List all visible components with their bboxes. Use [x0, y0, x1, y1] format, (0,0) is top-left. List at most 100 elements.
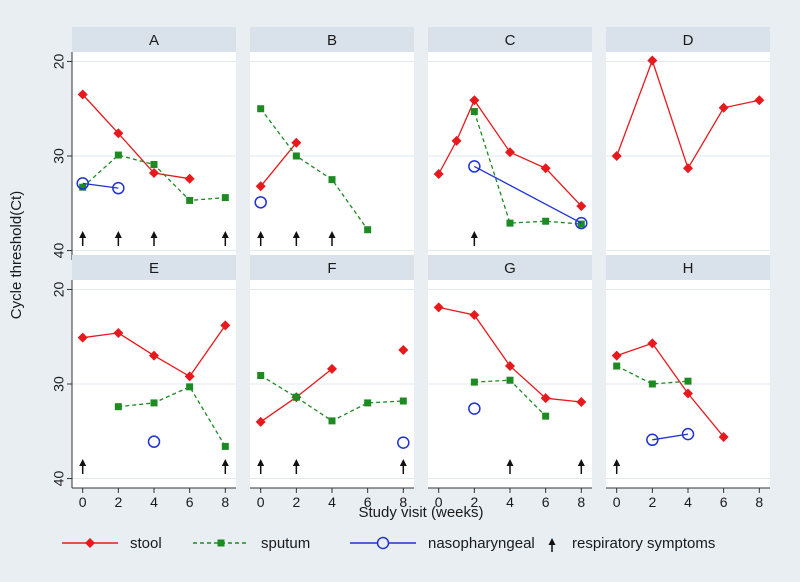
y-tick-label: 40	[51, 471, 67, 487]
respiratory-arrow-head	[577, 459, 585, 466]
legend-marker-stool	[85, 538, 95, 548]
legend-label: nasopharyngeal	[428, 535, 535, 552]
legend-symbol-resp	[548, 538, 556, 545]
data-point-stool	[611, 350, 622, 361]
y-tick-label: 20	[51, 53, 67, 69]
data-point-stool	[77, 89, 88, 100]
legend-marker-naso	[376, 536, 390, 550]
x-tick-label: 6	[720, 494, 728, 510]
panel-title: H	[683, 260, 694, 277]
panel-title: F	[327, 260, 336, 277]
data-point-sputum	[399, 397, 407, 405]
data-point-sputum	[328, 176, 336, 184]
x-tick-label: 8	[755, 494, 763, 510]
respiratory-arrow-head	[292, 231, 300, 238]
data-point-stool	[718, 431, 729, 442]
data-point-sputum	[613, 362, 621, 370]
data-point-sputum	[292, 393, 300, 401]
respiratory-arrow-head	[114, 231, 122, 238]
data-point-stool	[647, 338, 658, 349]
data-point-stool	[433, 168, 444, 179]
data-point-naso	[76, 177, 89, 190]
y-tick-label: 40	[51, 243, 67, 259]
data-point-sputum	[221, 194, 229, 202]
series-line-sputum	[118, 385, 226, 447]
respiratory-arrow-head	[613, 459, 621, 466]
x-tick-label: 0	[435, 494, 443, 510]
data-point-naso	[112, 181, 125, 195]
data-point-stool	[451, 135, 462, 146]
respiratory-arrow-head	[150, 231, 158, 238]
legend-marker-sputum	[217, 539, 225, 547]
legend-label: sputum	[261, 535, 310, 552]
y-tick-label: 20	[51, 281, 67, 297]
data-point-sputum	[684, 377, 692, 385]
data-point-stool	[611, 151, 622, 161]
x-tick-label: 6	[186, 494, 194, 510]
data-point-stool	[184, 173, 195, 184]
series-line-sputum	[260, 108, 369, 231]
data-point-stool	[505, 361, 515, 372]
data-point-sputum	[114, 403, 122, 411]
x-tick-label: 8	[399, 494, 407, 510]
data-point-sputum	[648, 380, 656, 388]
x-tick-label: 2	[114, 494, 122, 510]
data-point-stool	[149, 168, 159, 179]
panel-strip	[250, 255, 414, 280]
x-axis-title: Study visit (weeks)	[358, 504, 483, 521]
data-point-sputum	[257, 105, 265, 113]
respiratory-arrow-head	[257, 459, 265, 466]
data-point-stool	[683, 388, 693, 399]
data-point-sputum	[114, 151, 122, 159]
x-tick-label: 0	[257, 494, 265, 510]
respiratory-arrow-head	[399, 459, 407, 466]
x-tick-label: 0	[613, 494, 621, 510]
panel-title: B	[327, 32, 337, 49]
data-point-naso	[397, 436, 410, 449]
data-point-stool	[576, 201, 587, 212]
data-point-stool	[576, 396, 587, 407]
panel-strip	[72, 27, 236, 52]
panel-strip	[428, 27, 592, 52]
data-point-sputum	[150, 399, 158, 407]
data-point-naso	[681, 427, 695, 441]
data-point-stool	[113, 327, 124, 338]
series-line-naso	[473, 165, 582, 224]
respiratory-arrow-head	[79, 231, 87, 238]
respiratory-arrow-head	[221, 459, 229, 466]
data-point-naso	[575, 216, 588, 230]
data-point-sputum	[79, 183, 87, 191]
series-line-stool	[616, 342, 725, 438]
data-point-stool	[469, 95, 480, 106]
respiratory-arrow-head	[506, 459, 514, 466]
respiratory-arrow-head	[79, 459, 87, 466]
series-line-sputum	[473, 111, 582, 225]
series-line-sputum	[616, 365, 689, 385]
data-point-stool	[647, 55, 658, 66]
data-point-naso	[254, 196, 267, 209]
data-point-stool	[255, 416, 266, 427]
data-point-naso	[646, 433, 659, 447]
data-point-sputum	[292, 152, 300, 160]
data-point-stool	[220, 320, 231, 331]
x-tick-label: 4	[684, 494, 692, 510]
data-point-stool	[540, 163, 551, 174]
series-line-stool	[438, 98, 582, 207]
panel-strip	[250, 27, 414, 52]
data-point-naso	[468, 402, 481, 415]
panel-title: D	[683, 32, 694, 49]
series-line-stool	[260, 142, 297, 187]
data-point-stool	[540, 393, 551, 404]
respiratory-arrow-head	[292, 459, 300, 466]
data-point-stool	[149, 350, 159, 361]
x-tick-label: 0	[79, 494, 87, 510]
panel-strip	[606, 27, 770, 52]
data-point-naso	[147, 435, 161, 448]
data-point-sputum	[506, 219, 514, 227]
panel-title: A	[149, 32, 159, 49]
panel-title: E	[149, 260, 159, 277]
data-point-sputum	[364, 399, 372, 407]
x-tick-label: 6	[364, 494, 372, 510]
data-point-stool	[184, 371, 195, 382]
